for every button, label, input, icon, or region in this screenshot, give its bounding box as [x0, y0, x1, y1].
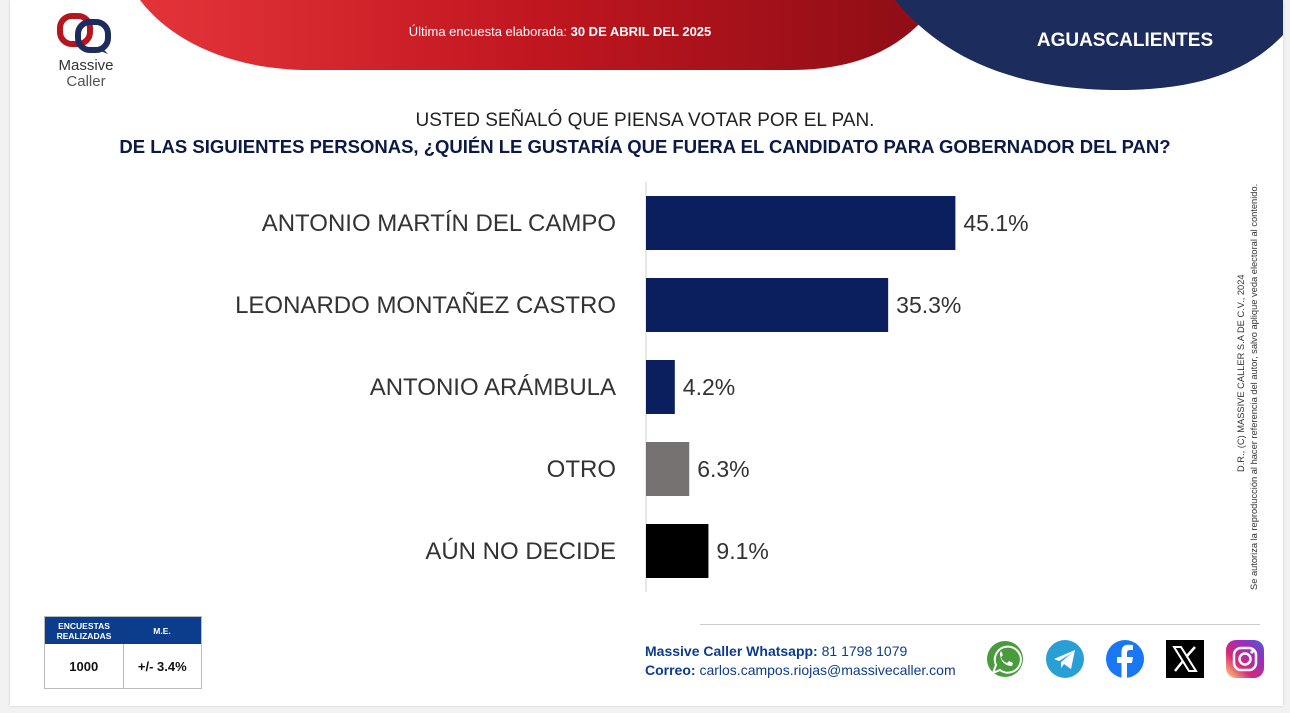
category-label-0: ANTONIO MARTÍN DEL CAMPO: [262, 210, 616, 237]
email-link[interactable]: carlos.campos.riojas@massivecaller.com: [699, 662, 956, 678]
question-line1: USTED SEÑALÓ QUE PIENSA VOTAR POR EL PAN…: [415, 110, 875, 131]
value-label-3: 6.3%: [697, 456, 749, 482]
stats-surveys-value: 1000: [45, 644, 124, 688]
copyright-line2: Se autoriza la reproducción al hacer ref…: [1249, 183, 1259, 590]
contact-block: Massive Caller Whatsapp: 81 1798 1079 Co…: [645, 642, 956, 680]
bar-3: [646, 442, 690, 496]
value-label-2: 4.2%: [683, 374, 735, 400]
value-label-0: 45.1%: [963, 210, 1028, 236]
copyright-line1: D.R., (C) MASSIVE CALLER S.A DE C.V., 20…: [1236, 274, 1246, 472]
value-label-4: 9.1%: [716, 538, 768, 564]
bar-0: [646, 196, 956, 250]
logo-icon: [57, 13, 111, 54]
email-label: Correo:: [645, 662, 696, 678]
bar-2: [646, 360, 675, 414]
telegram-icon[interactable]: [1044, 638, 1086, 680]
question-line2: DE LAS SIGUIENTES PERSONAS, ¿QUIÉN LE GU…: [119, 136, 1171, 157]
facebook-icon[interactable]: [1104, 638, 1146, 680]
logo-name: Massive: [58, 57, 114, 74]
survey-stats-table: ENCUESTAS REALIZADAS M.E. 1000 +/- 3.4%: [44, 616, 202, 689]
bar-4: [646, 524, 709, 578]
banner-text: Última encuesta elaborada: 30 DE ABRIL D…: [408, 24, 712, 39]
x-icon[interactable]: [1164, 638, 1206, 680]
bar-1: [646, 278, 889, 332]
category-label-2: ANTONIO ARÁMBULA: [370, 374, 616, 401]
category-label-3: OTRO: [547, 456, 616, 483]
category-label-4: AÚN NO DECIDE: [425, 538, 616, 565]
value-label-1: 35.3%: [896, 292, 961, 318]
region-label: AGUASCALIENTES: [1036, 30, 1214, 51]
slide: Última encuesta elaborada: 30 DE ABRIL D…: [10, 0, 1283, 706]
social-icons: [984, 638, 1266, 680]
bar-chart: ANTONIO MARTÍN DEL CAMPO 45.1% LEONARDO MO…: [235, 182, 1029, 592]
whatsapp-number[interactable]: 81 1798 1079: [821, 643, 908, 659]
stats-margin-value: +/- 3.4%: [137, 658, 187, 674]
footer-divider: [700, 624, 1260, 625]
whatsapp-label: Massive Caller Whatsapp:: [645, 643, 818, 659]
whatsapp-icon[interactable]: [984, 638, 1026, 680]
instagram-icon[interactable]: [1224, 638, 1266, 680]
logo-sub: Caller: [66, 73, 106, 90]
stats-header-surveys: ENCUESTAS REALIZADAS: [56, 620, 112, 641]
copyright-note: D.R., (C) MASSIVE CALLER S.A DE C.V., 20…: [1234, 150, 1264, 590]
header-banner: [140, 0, 1283, 90]
category-label-1: LEONARDO MONTAÑEZ CASTRO: [235, 292, 616, 319]
massive-caller-logo: Massive Caller: [46, 12, 126, 89]
stats-header-margin: M.E.: [153, 625, 171, 636]
